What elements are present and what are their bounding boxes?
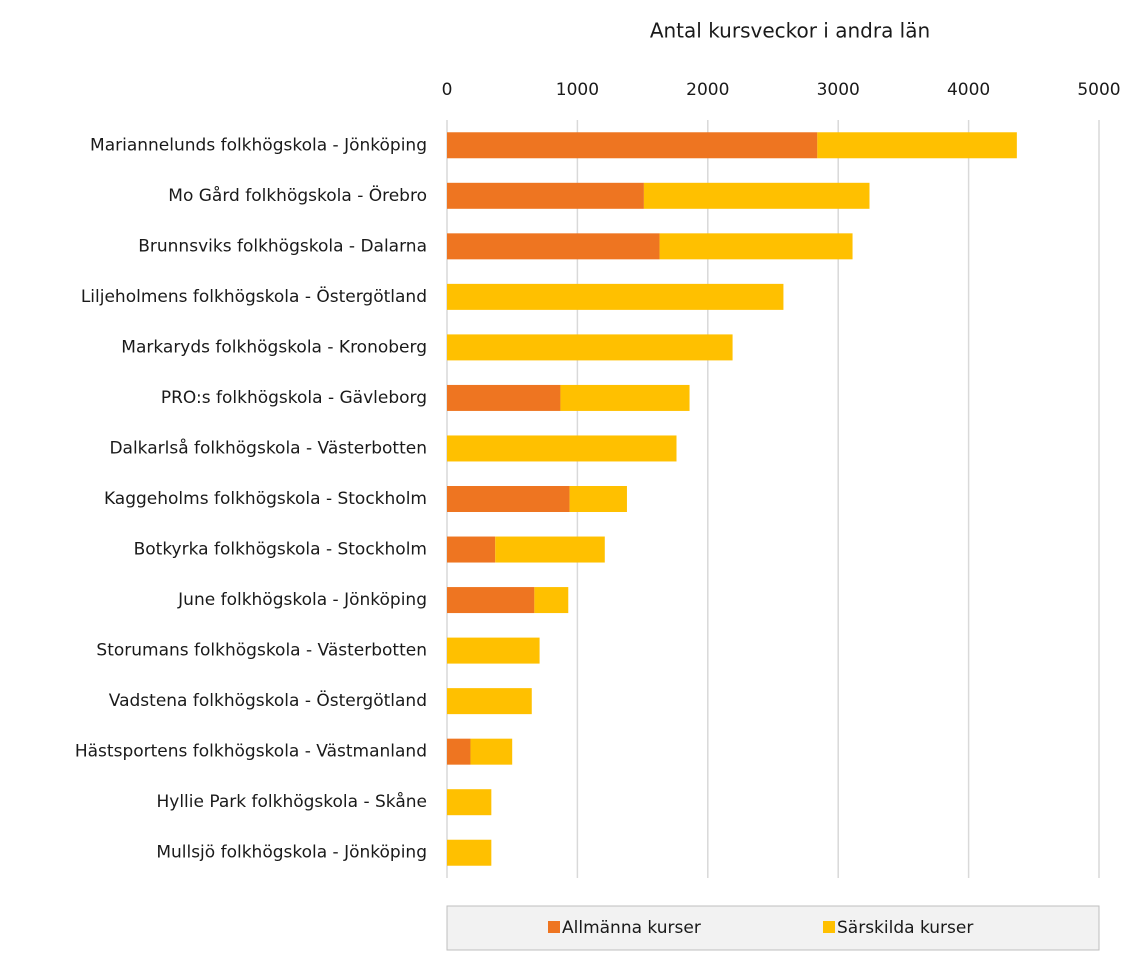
legend-swatch bbox=[823, 921, 835, 933]
bar-segment bbox=[643, 182, 870, 209]
bar-segment bbox=[495, 536, 605, 563]
y-tick-label: Kaggeholms folkhögskola - Stockholm bbox=[104, 489, 427, 509]
legend-swatch bbox=[548, 921, 560, 933]
y-tick-label: Liljeholmens folkhögskola - Östergötland bbox=[81, 285, 427, 307]
bar-segment bbox=[447, 688, 532, 715]
bar-segment bbox=[447, 182, 644, 209]
y-tick-label: Mullsjö folkhögskola - Jönköping bbox=[156, 843, 427, 863]
y-tick-label: Hästsportens folkhögskola - Västmanland bbox=[75, 742, 427, 762]
y-tick-label: Dalkarlså folkhögskola - Västerbotten bbox=[109, 437, 427, 458]
y-tick-label: Botkyrka folkhögskola - Stockholm bbox=[134, 540, 427, 560]
x-tick-label: 1000 bbox=[556, 80, 599, 100]
bar-segment bbox=[447, 233, 660, 260]
y-tick-label: Vadstena folkhögskola - Östergötland bbox=[109, 689, 427, 711]
bar-segment bbox=[447, 486, 570, 512]
legend-label: Allmänna kurser bbox=[562, 918, 701, 938]
bar-segment bbox=[447, 587, 535, 614]
y-tick-label: Mo Gård folkhögskola - Örebro bbox=[168, 184, 427, 206]
x-tick-label: 5000 bbox=[1077, 80, 1120, 100]
x-tick-label: 4000 bbox=[947, 80, 990, 100]
bar-segment bbox=[447, 132, 818, 159]
chart-title: Antal kursveckor i andra län bbox=[650, 19, 930, 43]
bar-segment bbox=[447, 839, 492, 866]
bar-segment bbox=[569, 486, 627, 512]
bar-segment bbox=[470, 738, 513, 765]
bar-segment bbox=[447, 536, 496, 563]
bar-segment bbox=[534, 587, 569, 614]
x-tick-label: 3000 bbox=[817, 80, 860, 100]
y-tick-label: Markaryds folkhögskola - Kronoberg bbox=[121, 337, 427, 357]
y-tick-label: June folkhögskola - Jönköping bbox=[177, 590, 427, 610]
bar-segment bbox=[447, 789, 492, 816]
bar-segment bbox=[447, 384, 561, 411]
y-tick-label: Storumans folkhögskola - Västerbotten bbox=[96, 641, 427, 661]
legend-box bbox=[446, 905, 1100, 951]
x-tick-label: 2000 bbox=[686, 80, 729, 100]
y-tick-label: PRO:s folkhögskola - Gävleborg bbox=[161, 388, 427, 408]
bar-segment bbox=[560, 384, 690, 411]
y-tick-label: Hyllie Park folkhögskola - Skåne bbox=[156, 791, 427, 812]
bar-segment bbox=[447, 334, 733, 361]
bar-segment bbox=[659, 233, 853, 260]
bar-segment bbox=[447, 435, 677, 462]
bar-segment bbox=[817, 132, 1017, 159]
legend-label: Särskilda kurser bbox=[837, 918, 973, 938]
bar-segment bbox=[447, 283, 784, 310]
bar-segment bbox=[447, 738, 471, 765]
y-tick-label: Brunnsviks folkhögskola - Dalarna bbox=[138, 236, 427, 256]
bar-segment bbox=[447, 637, 540, 664]
y-tick-label: Mariannelunds folkhögskola - Jönköping bbox=[90, 135, 427, 155]
x-tick-label: 0 bbox=[442, 80, 453, 100]
